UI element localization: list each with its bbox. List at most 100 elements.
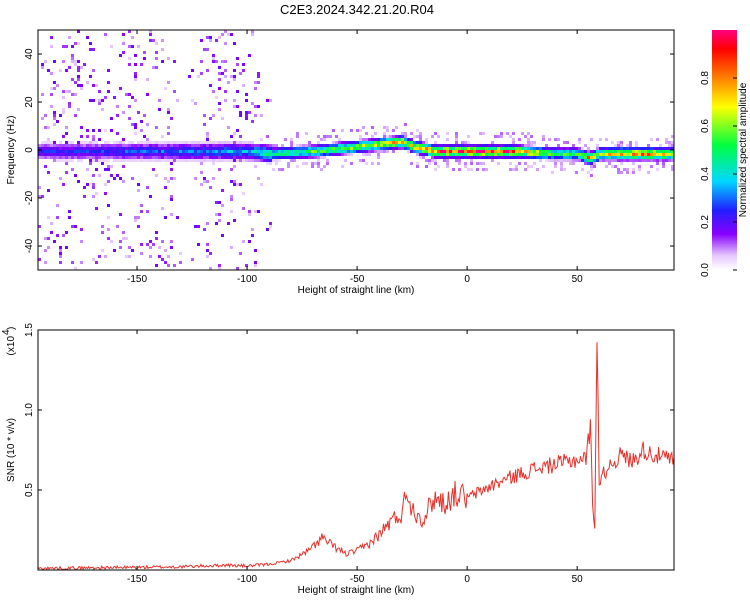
heatmap-cell (512, 147, 515, 150)
heatmap-cell (455, 141, 458, 144)
heatmap-cell (65, 147, 68, 150)
heatmap-cell (584, 159, 587, 162)
heatmap-cell (323, 165, 326, 168)
snr-multiplier-exp: 4 (1, 329, 12, 335)
heatmap-cell (542, 153, 545, 156)
heatmap-cell (77, 144, 80, 147)
heatmap-cell (302, 153, 305, 156)
heatmap-cell (236, 156, 239, 159)
heatmap-cell (527, 138, 530, 141)
heatmap-cell (158, 108, 161, 111)
heatmap-cell (74, 174, 77, 177)
heatmap-cell (500, 150, 503, 153)
heatmap-cell (515, 156, 518, 159)
heatmap-cell (59, 156, 62, 159)
heatmap-cell (89, 159, 92, 162)
heatmap-cell (416, 144, 419, 147)
heatmap-cell (311, 150, 314, 153)
heatmap-cell (170, 246, 173, 249)
heatmap-cell (320, 138, 323, 141)
heatmap-cell (215, 159, 218, 162)
heatmap-cell (101, 159, 104, 162)
heatmap-cell (47, 171, 50, 174)
heatmap-cell (128, 147, 131, 150)
heatmap-cell (122, 42, 125, 45)
heatmap-cell (47, 147, 50, 150)
heatmap-cell (269, 150, 272, 153)
heatmap-cell (59, 114, 62, 117)
heatmap-cell (290, 138, 293, 141)
heatmap-cell (92, 156, 95, 159)
heatmap-cell (119, 150, 122, 153)
heatmap-cell (383, 135, 386, 138)
heatmap-cell (446, 138, 449, 141)
heatmap-cell (128, 105, 131, 108)
heatmap-cell (425, 141, 428, 144)
heatmap-cell (68, 102, 71, 105)
heatmap-cell (437, 156, 440, 159)
heatmap-cell (506, 147, 509, 150)
heatmap-cell (137, 150, 140, 153)
heatmap-cell (638, 147, 641, 150)
heatmap-cell (50, 87, 53, 90)
heatmap-cell (425, 159, 428, 162)
heatmap-cell (359, 138, 362, 141)
heatmap-cell (488, 144, 491, 147)
heatmap-cell (293, 153, 296, 156)
heatmap-cell (353, 141, 356, 144)
heatmap-cell (104, 153, 107, 156)
heatmap-cell (470, 144, 473, 147)
heatmap-cell (326, 150, 329, 153)
heatmap-cell (629, 159, 632, 162)
heatmap-cell (245, 141, 248, 144)
heatmap-cell (218, 78, 221, 81)
heatmap-cell (662, 165, 665, 168)
y-tick-label: 40 (24, 48, 35, 60)
heatmap-cell (362, 126, 365, 129)
heatmap-cell (545, 156, 548, 159)
heatmap-cell (47, 216, 50, 219)
heatmap-cell (140, 144, 143, 147)
heatmap-cell (614, 165, 617, 168)
heatmap-cell (161, 48, 164, 51)
heatmap-cell (266, 153, 269, 156)
heatmap-cell (170, 195, 173, 198)
heatmap-cell (470, 168, 473, 171)
heatmap-cell (572, 150, 575, 153)
heatmap-cell (605, 159, 608, 162)
heatmap-cell (395, 147, 398, 150)
heatmap-cell (230, 33, 233, 36)
heatmap-cell (284, 153, 287, 156)
heatmap-cell (44, 147, 47, 150)
heatmap-cell (116, 174, 119, 177)
heatmap-cell (53, 87, 56, 90)
heatmap-cell (368, 150, 371, 153)
heatmap-cell (203, 177, 206, 180)
heatmap-cell (254, 147, 257, 150)
heatmap-cell (203, 48, 206, 51)
heatmap-cell (398, 144, 401, 147)
heatmap-cell (257, 150, 260, 153)
heatmap-cell (671, 156, 674, 159)
heatmap-cell (356, 150, 359, 153)
heatmap-cell (479, 150, 482, 153)
heatmap-cell (521, 147, 524, 150)
heatmap-cell (320, 156, 323, 159)
heatmap-cell (668, 147, 671, 150)
heatmap-cell (392, 135, 395, 138)
heatmap-cell (629, 150, 632, 153)
heatmap-cell (149, 144, 152, 147)
heatmap-cell (68, 66, 71, 69)
heatmap-cell (170, 153, 173, 156)
heatmap-cell (230, 141, 233, 144)
heatmap-cell (443, 153, 446, 156)
heatmap-cell (668, 153, 671, 156)
heatmap-cell (65, 150, 68, 153)
heatmap-cell (131, 141, 134, 144)
heatmap-cell (125, 237, 128, 240)
heatmap-cell (173, 147, 176, 150)
heatmap-cell (467, 144, 470, 147)
heatmap-cell (542, 138, 545, 141)
heatmap-cell (371, 147, 374, 150)
